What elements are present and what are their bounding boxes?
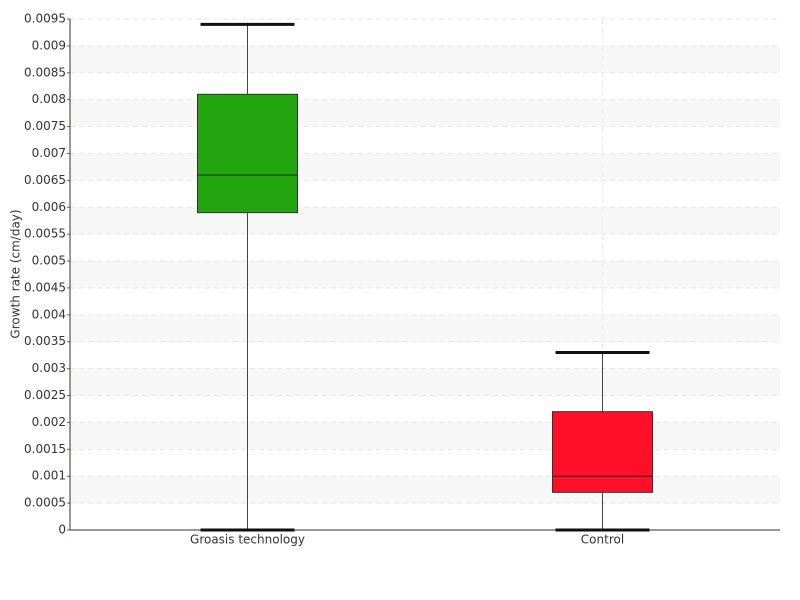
y-tick-label: 0.008 bbox=[32, 92, 66, 106]
y-tick-label: 0.005 bbox=[32, 254, 66, 268]
y-tick-label: 0.006 bbox=[32, 200, 66, 214]
grid-band bbox=[70, 153, 780, 181]
x-tick-label: Groasis technology bbox=[190, 533, 305, 547]
y-tick-label: 0.007 bbox=[32, 146, 66, 160]
y-tick-label: 0.0085 bbox=[24, 65, 66, 79]
box bbox=[197, 93, 298, 214]
grid-band bbox=[70, 314, 780, 342]
y-tick-label: 0.0055 bbox=[24, 227, 66, 241]
y-tick-label: 0.001 bbox=[32, 469, 66, 483]
y-tick-label: 0.003 bbox=[32, 361, 66, 375]
box bbox=[552, 411, 653, 493]
grid-band bbox=[70, 422, 780, 450]
y-tick-label: 0.004 bbox=[32, 307, 66, 321]
y-tick-label: 0.0035 bbox=[24, 334, 66, 348]
y-tick-label: 0.0015 bbox=[24, 442, 66, 456]
grid-band bbox=[70, 207, 780, 235]
y-tick-label: 0.0075 bbox=[24, 119, 66, 133]
grid-band bbox=[70, 368, 780, 396]
y-tick-label: 0.002 bbox=[32, 415, 66, 429]
y-tick-label: 0.0025 bbox=[24, 388, 66, 402]
y-tick-label: 0.0045 bbox=[24, 280, 66, 294]
x-tick-label: Control bbox=[581, 533, 624, 547]
y-axis-label: Growth rate (cm/day) bbox=[9, 209, 23, 338]
grid-band bbox=[70, 261, 780, 288]
y-tick-label: 0.0065 bbox=[24, 173, 66, 187]
y-tick-label: 0.0095 bbox=[24, 12, 66, 26]
y-tick-label: 0.0005 bbox=[24, 496, 66, 510]
grid-band bbox=[70, 476, 780, 504]
grid-band bbox=[70, 99, 780, 127]
y-tick-label: 0 bbox=[58, 523, 66, 537]
grid-band bbox=[70, 45, 780, 73]
y-tick-label: 0.009 bbox=[32, 38, 66, 52]
